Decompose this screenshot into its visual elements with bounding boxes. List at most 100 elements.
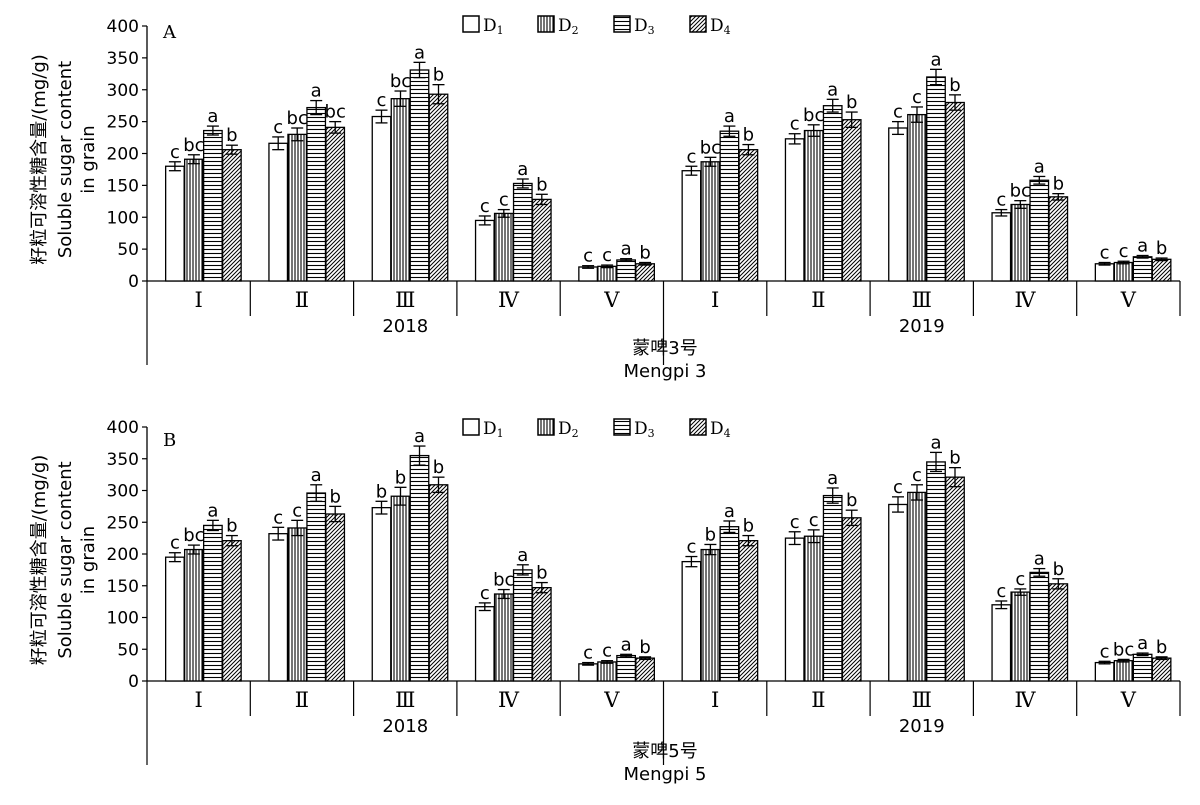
- bar: [616, 259, 636, 282]
- bar: [183, 158, 204, 282]
- significance-letter: c: [602, 641, 612, 662]
- significance-letter: b: [1053, 559, 1064, 580]
- significance-letter: a: [1137, 236, 1148, 257]
- x-category-label: Ⅱ: [811, 288, 825, 312]
- y-tick-label: 350: [107, 49, 139, 69]
- panel-label: B: [163, 430, 176, 451]
- significance-letter: c: [996, 581, 1006, 602]
- bar: [888, 127, 908, 282]
- significance-letter: b: [743, 516, 754, 537]
- year-label: 2018: [382, 316, 428, 337]
- significance-letter: b: [329, 486, 340, 507]
- x-category-label: Ⅴ: [1120, 688, 1137, 712]
- bar: [390, 98, 411, 282]
- bar: [888, 503, 908, 682]
- bar: [945, 476, 965, 682]
- legend-label: D3: [634, 16, 655, 37]
- significance-letter: b: [705, 524, 716, 545]
- significance-letter: c: [809, 510, 819, 531]
- bar: [841, 119, 862, 282]
- bar: [1151, 657, 1172, 682]
- bar: [1113, 660, 1134, 682]
- significance-letter: bc: [287, 108, 308, 129]
- significance-letter: c: [292, 500, 302, 521]
- significance-letter: bc: [493, 570, 514, 591]
- significance-letter: b: [949, 448, 960, 469]
- bar: [738, 149, 759, 282]
- significance-letter: b: [1053, 174, 1064, 195]
- bar: [474, 606, 495, 682]
- bar: [325, 126, 346, 282]
- significance-letter: a: [1034, 156, 1045, 177]
- significance-letter: c: [893, 102, 903, 123]
- x-category-label: Ⅲ: [912, 288, 932, 312]
- bar: [991, 604, 1012, 682]
- y-tick-label: 0: [128, 272, 139, 292]
- significance-letter: b: [949, 75, 960, 96]
- x-category-label: Ⅱ: [295, 688, 309, 712]
- significance-letter: c: [1119, 241, 1129, 262]
- x-category-label: Ⅱ: [295, 288, 309, 312]
- bar: [635, 263, 655, 282]
- bar: [1151, 258, 1172, 282]
- significance-letter: bc: [390, 71, 411, 92]
- bar: [493, 212, 514, 282]
- y-tick-label: 200: [107, 545, 139, 565]
- bar: [1113, 261, 1134, 282]
- significance-letter: a: [414, 42, 425, 63]
- bar: [700, 548, 721, 682]
- bar: [635, 657, 655, 682]
- bar: [1132, 256, 1153, 282]
- bar: [1094, 263, 1115, 282]
- panel-b: 0 50 100 150 200 250 300 350 400 Ⅰ Ⅱ Ⅲ Ⅳ Ⅴ 2018 Ⅰ Ⅱ Ⅲ Ⅳ Ⅴ 20…: [29, 418, 1181, 785]
- y-axis-title: 籽粒可溶性糖含量/(mg/g): [29, 455, 50, 666]
- significance-letter: b: [433, 457, 444, 478]
- bar: [531, 587, 552, 682]
- bar: [221, 540, 242, 682]
- significance-letter: bc: [1113, 639, 1134, 660]
- significance-letter: bc: [700, 137, 721, 158]
- significance-letter: a: [207, 500, 218, 521]
- year-label: 2018: [382, 716, 428, 737]
- bar: [926, 76, 946, 282]
- significance-letter: a: [517, 159, 528, 180]
- y-tick-label: 300: [107, 482, 139, 502]
- bar: [784, 537, 805, 682]
- y-tick-label: 100: [107, 609, 139, 629]
- significance-letter: bc: [1010, 181, 1031, 202]
- significance-letter: a: [1034, 549, 1045, 570]
- bar: [512, 182, 533, 282]
- bar: [287, 527, 308, 682]
- bar: [474, 219, 495, 282]
- cultivar-name-en: Mengpi 5: [623, 764, 706, 785]
- y-tick-label: 300: [107, 81, 139, 101]
- bar: [803, 535, 824, 682]
- legend-label: D3: [634, 419, 655, 440]
- y-tick-label: 400: [107, 17, 139, 37]
- bar: [371, 506, 392, 682]
- significance-letter: b: [536, 563, 547, 584]
- bar: [578, 663, 598, 682]
- legend-label: D1: [483, 419, 504, 440]
- bar: [512, 569, 533, 682]
- x-category-label: Ⅳ: [498, 288, 520, 312]
- significance-letter: c: [686, 537, 696, 558]
- panel-a: 0 50 100 150 200 250 300 350 400 Ⅰ Ⅱ Ⅲ Ⅳ Ⅴ 2018 Ⅰ Ⅱ Ⅲ Ⅳ Ⅴ 20…: [29, 15, 1181, 382]
- x-category-label: Ⅱ: [811, 688, 825, 712]
- bar: [822, 494, 843, 682]
- significance-letter: c: [480, 583, 490, 604]
- significance-letter: c: [893, 477, 903, 498]
- significance-letter: b: [639, 637, 650, 658]
- significance-letter: a: [207, 106, 218, 127]
- x-category-label: Ⅰ: [195, 688, 203, 712]
- significance-letter: c: [912, 465, 922, 486]
- bar: [700, 161, 721, 282]
- significance-letter: bc: [803, 105, 824, 126]
- x-category-label: Ⅰ: [711, 688, 719, 712]
- legend-swatch: [537, 418, 555, 436]
- significance-letter: b: [1156, 238, 1167, 259]
- bar: [1010, 591, 1031, 682]
- significance-letter: c: [790, 512, 800, 533]
- bar: [597, 661, 617, 682]
- significance-letter: c: [996, 190, 1006, 211]
